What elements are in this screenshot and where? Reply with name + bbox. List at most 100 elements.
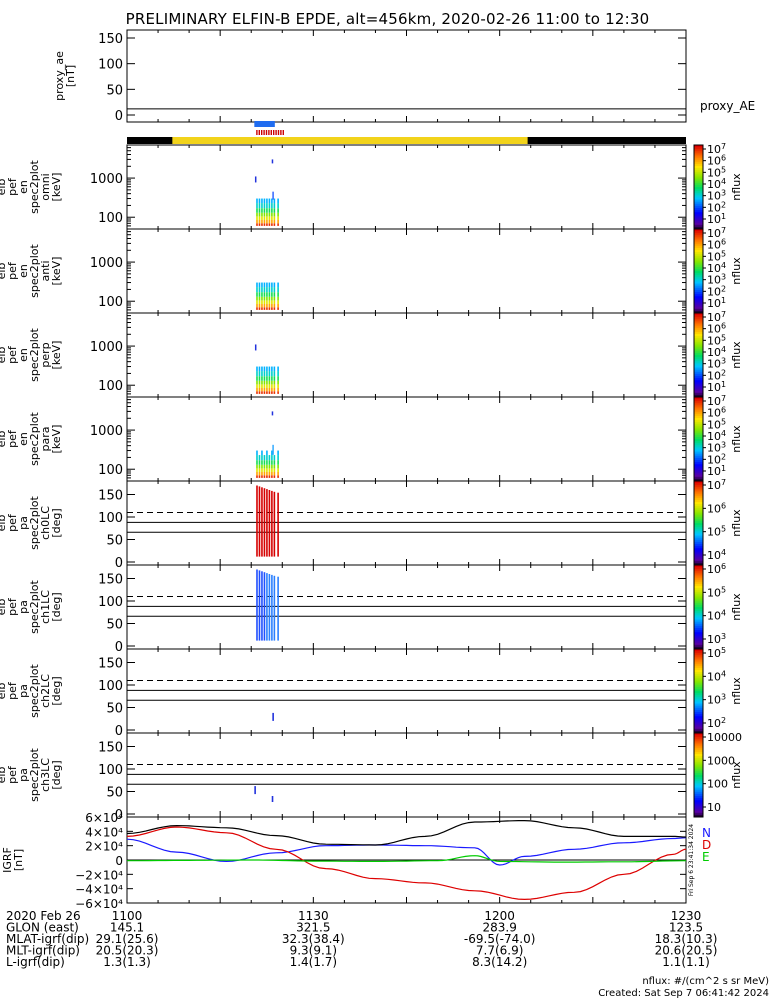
- colorbar-cell: [694, 460, 703, 463]
- colorbar-cell: [694, 319, 703, 322]
- ephemeris-value: 145.1: [110, 921, 144, 935]
- spectrogram-cell: [268, 219, 271, 224]
- colorbar-cell: [694, 558, 703, 562]
- ephemeris-value: 1.3(1.3): [103, 955, 151, 969]
- colorbar-cell: [694, 294, 703, 297]
- spectrogram-cell: [268, 471, 271, 476]
- colorbar-cell: [694, 302, 703, 306]
- colorbar-cell: [694, 168, 703, 171]
- spectrogram-cell: [271, 223, 273, 226]
- spectrogram-cell: [266, 303, 268, 308]
- spectrogram-cell: [258, 296, 261, 301]
- ephemeris-value: 1100: [112, 909, 143, 923]
- spectrogram-cell: [263, 471, 266, 476]
- y-tick-label: 1000: [90, 340, 123, 355]
- science-zone-tick: [263, 130, 265, 135]
- spectrogram-cell: [256, 223, 258, 226]
- panel-frame-anti: [126, 228, 687, 314]
- colorbar-cell: [694, 247, 703, 251]
- spectrogram-cell: [277, 460, 279, 465]
- colorbar-tick-label: 105: [707, 525, 726, 539]
- y-axis-label: pef: [6, 345, 19, 364]
- colorbar-cell: [694, 665, 703, 669]
- spectrogram-cell: [256, 460, 258, 465]
- colorbar-cell: [694, 405, 703, 408]
- colorbar-cell: [694, 756, 703, 759]
- spectrogram-cell: [277, 223, 279, 226]
- colorbar-cell: [694, 554, 703, 558]
- igrf-legend-N: N: [702, 826, 711, 840]
- colorbar-cell: [694, 701, 703, 705]
- y-tick-label: 100: [98, 463, 123, 478]
- colorbar-cell: [694, 760, 703, 763]
- spectrogram-cell: [261, 296, 263, 301]
- colorbar-cell: [694, 180, 703, 184]
- spectrogram-cell: [261, 460, 263, 465]
- colorbar-cell: [694, 699, 703, 702]
- ephemeris-row-label: L-igrf(dip): [6, 955, 65, 969]
- colorbar-cell: [694, 787, 703, 791]
- igrf-series-D: [126, 826, 687, 901]
- spectrogram-cell: [273, 296, 276, 301]
- colorbar-cell: [694, 384, 703, 387]
- colorbar-cell: [694, 254, 703, 257]
- spectrogram-cell: [271, 460, 273, 465]
- colorbar-cell: [694, 415, 703, 419]
- y-tick-label: 50: [106, 83, 123, 98]
- ephemeris-value: 20.6(20.5): [655, 944, 718, 958]
- igrf-series-total: [126, 819, 687, 846]
- colorbar-cell: [694, 451, 703, 455]
- colorbar-cell: [694, 258, 703, 261]
- colorbar-cell: [694, 533, 703, 537]
- colorbar-cell: [694, 176, 703, 180]
- colorbar-cell: [694, 327, 703, 331]
- colorbar-cell: [694, 632, 703, 635]
- colorbar-tick-label: 107: [707, 394, 726, 408]
- colorbar-cell: [694, 436, 703, 440]
- spectrogram-cell: [266, 450, 268, 456]
- colorbar-cell: [694, 323, 703, 327]
- colorbar-cell: [694, 659, 703, 663]
- spectrogram-cell: [273, 366, 276, 372]
- colorbar-tick-label: 107: [707, 310, 726, 324]
- colorbar-cell: [694, 775, 703, 778]
- colorbar-cell: [694, 697, 703, 700]
- spectrogram-cell: [261, 391, 263, 394]
- colorbar-cell: [694, 273, 703, 276]
- pitch-angle-stripe: [261, 487, 263, 557]
- spectrogram-cell: [256, 387, 258, 392]
- colorbar-tick-label: 103: [707, 441, 726, 455]
- spectrogram-cell: [256, 450, 258, 456]
- y-tick-label: 50: [106, 702, 123, 717]
- colorbar-cell: [694, 212, 703, 215]
- colorbar-cell: [694, 189, 703, 192]
- colorbar-label: nflux: [730, 593, 743, 621]
- colorbar-tick-label: 106: [707, 154, 726, 168]
- y-axis-label: anti: [39, 260, 52, 281]
- colorbar-cell: [694, 155, 703, 159]
- igrf-series-N: [126, 837, 686, 866]
- spectrogram-cell: [256, 216, 258, 220]
- colorbar-cell: [694, 636, 703, 639]
- colorbar-cell: [694, 365, 703, 369]
- colorbar-cell: [694, 403, 703, 406]
- y-tick-label: 100: [98, 679, 123, 694]
- spectrogram-cell: [271, 464, 273, 469]
- colorbar-cell: [694, 470, 703, 474]
- igrf-legend-D: D: [702, 838, 711, 852]
- colorbar-cell: [694, 764, 703, 768]
- spectrogram-cell: [263, 296, 266, 301]
- pitch-angle-stripe: [268, 490, 271, 557]
- spectrogram-cell: [268, 468, 271, 472]
- spectrogram-cell: [256, 287, 258, 293]
- spectrogram-cell: [273, 208, 276, 213]
- colorbar-cell: [694, 586, 703, 589]
- pitch-angle-stripe: [258, 570, 261, 641]
- colorbar-cell: [694, 250, 703, 253]
- colorbar-cell: [694, 453, 703, 457]
- y-tick-label: 150: [98, 573, 123, 588]
- y-tick-label: 0: [115, 556, 123, 571]
- colorbar-cell: [694, 300, 703, 303]
- spectrogram-cell: [266, 296, 268, 301]
- spectrogram-cell: [277, 287, 279, 293]
